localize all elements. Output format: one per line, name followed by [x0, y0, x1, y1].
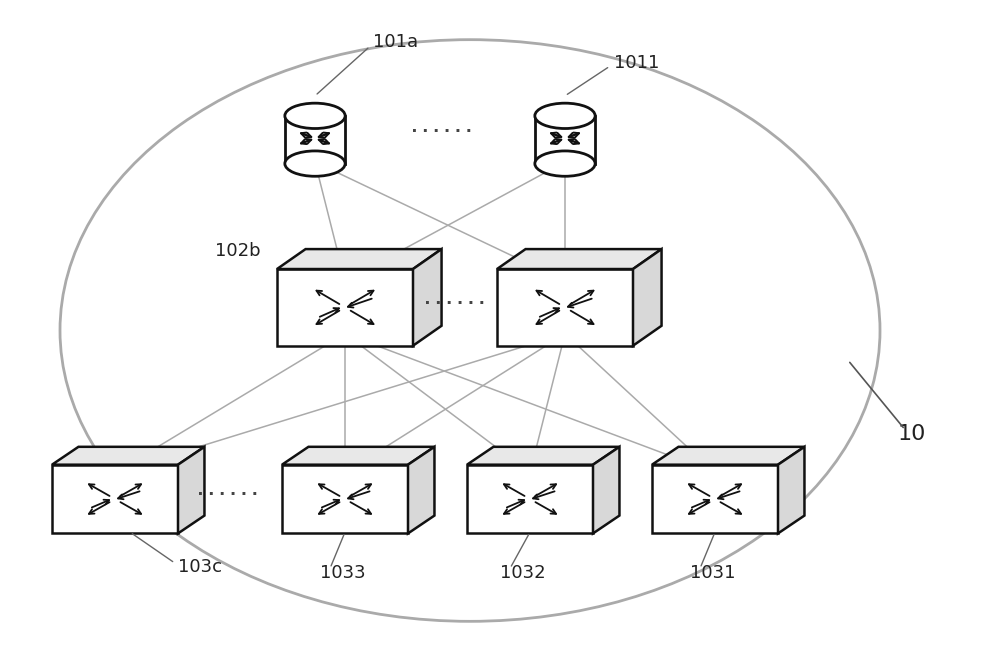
- Text: 1033: 1033: [320, 564, 366, 582]
- Ellipse shape: [285, 151, 345, 176]
- Ellipse shape: [285, 103, 345, 128]
- Polygon shape: [497, 269, 633, 346]
- Text: 103c: 103c: [178, 558, 222, 576]
- Text: 10: 10: [898, 424, 926, 444]
- Text: ......: ......: [409, 118, 475, 136]
- Polygon shape: [467, 465, 593, 533]
- Polygon shape: [282, 465, 408, 533]
- Polygon shape: [282, 447, 434, 465]
- Ellipse shape: [535, 151, 595, 176]
- Text: 1011: 1011: [614, 54, 659, 72]
- Text: 101a: 101a: [373, 33, 418, 52]
- Polygon shape: [285, 116, 345, 163]
- Polygon shape: [652, 447, 804, 465]
- Polygon shape: [652, 465, 778, 533]
- Polygon shape: [467, 447, 619, 465]
- Polygon shape: [535, 116, 595, 163]
- Text: 102b: 102b: [215, 242, 261, 260]
- Polygon shape: [413, 249, 442, 346]
- Polygon shape: [497, 249, 662, 269]
- Text: 1032: 1032: [500, 564, 546, 582]
- Polygon shape: [277, 269, 413, 346]
- Polygon shape: [52, 465, 178, 533]
- Ellipse shape: [535, 103, 595, 128]
- Text: 1021: 1021: [575, 250, 620, 268]
- Polygon shape: [593, 447, 619, 533]
- Polygon shape: [277, 249, 442, 269]
- Polygon shape: [52, 447, 204, 465]
- Text: ......: ......: [422, 290, 488, 308]
- Polygon shape: [408, 447, 434, 533]
- Text: 1031: 1031: [690, 564, 736, 582]
- Text: ......: ......: [195, 481, 261, 500]
- Polygon shape: [633, 249, 662, 346]
- Polygon shape: [778, 447, 804, 533]
- Polygon shape: [178, 447, 204, 533]
